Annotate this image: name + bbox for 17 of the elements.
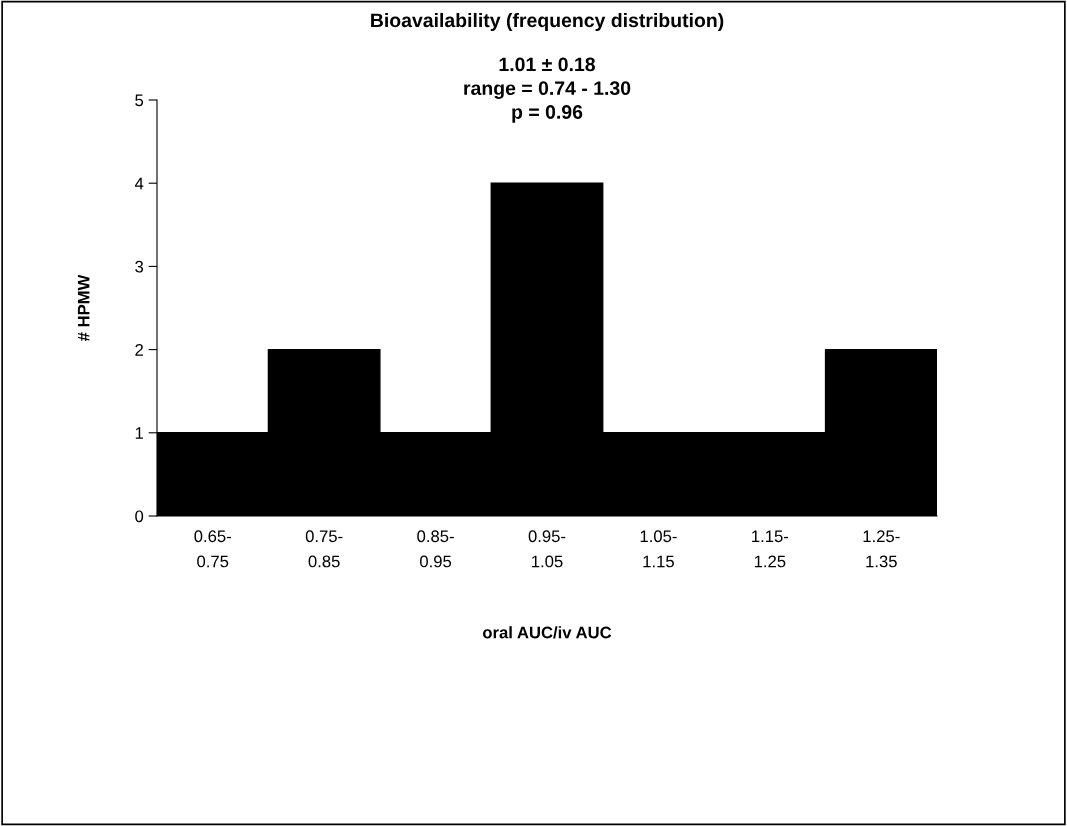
y-tick-label: 2 xyxy=(135,344,143,356)
x-tick-label: 1.25-1.35 xyxy=(863,530,900,568)
chart-title: Bioavailability (frequency distribution) xyxy=(371,12,724,32)
y-tick-label: 3 xyxy=(135,260,144,273)
y-tick-label: 0 xyxy=(135,510,144,523)
x-tick-label: 0.95-1.05 xyxy=(528,530,566,568)
y-tick-label: 4 xyxy=(134,177,144,190)
x-tick-label: 1.15-1.25 xyxy=(752,530,789,568)
x-axis-title: oral AUC/iv AUC xyxy=(482,626,612,639)
x-tick-label: 1.05-1.15 xyxy=(640,530,677,568)
chart-subtitle: 1.01 ± 0.18 range = 0.74 - 1.30 p = 0.96 xyxy=(464,57,631,123)
x-tick-label: 0.85-0.95 xyxy=(417,530,454,568)
y-axis-title: # HPMW xyxy=(77,274,90,342)
x-tick-label: 0.65-0.75 xyxy=(194,530,231,568)
y-tick-label: 5 xyxy=(135,94,144,107)
y-tick-label: 1 xyxy=(135,427,143,439)
x-tick-label: 0.75-0.85 xyxy=(305,530,343,568)
